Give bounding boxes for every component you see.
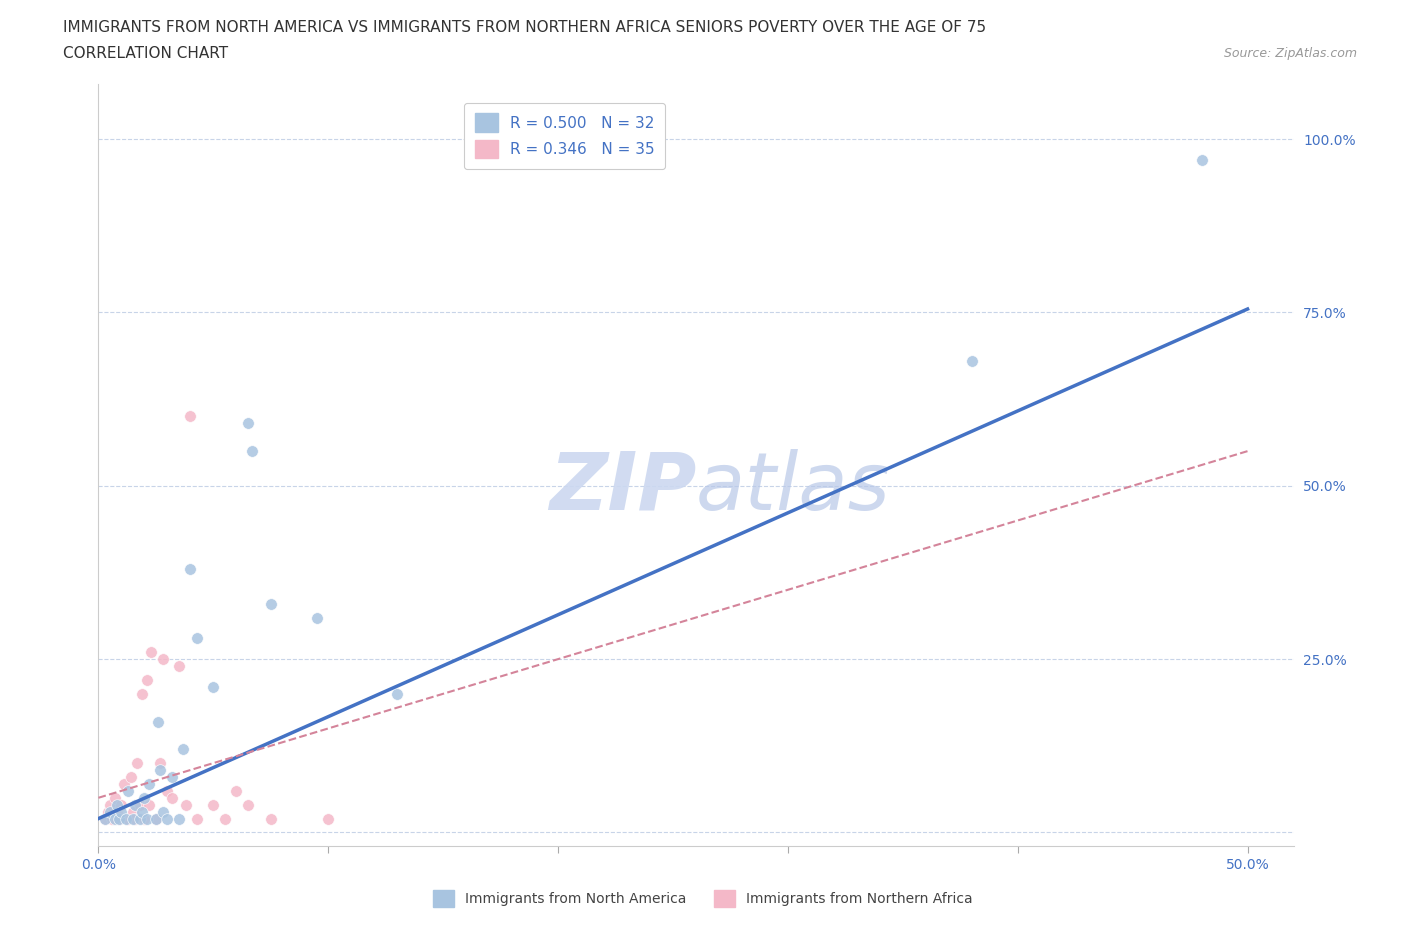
Point [156, 811, 179, 826]
Text: CORRELATION CHART: CORRELATION CHART [63, 46, 228, 61]
Point [138, 777, 160, 791]
Point [94, 811, 117, 826]
Point [105, 804, 128, 819]
Point [94, 811, 117, 826]
Point [236, 797, 259, 812]
Point [103, 790, 125, 805]
Point [960, 353, 983, 368]
Point [145, 811, 167, 826]
Point [103, 811, 125, 826]
Point [135, 811, 157, 826]
Point [305, 610, 328, 625]
Point [202, 680, 225, 695]
Point [156, 783, 179, 798]
Point [128, 811, 150, 826]
Point [110, 797, 132, 812]
Point [152, 652, 174, 667]
Point [134, 811, 156, 826]
Point [110, 804, 132, 819]
Point [120, 769, 142, 784]
Point [186, 631, 208, 645]
Point [101, 811, 124, 826]
Point [236, 416, 259, 431]
Point [260, 596, 283, 611]
Point [214, 811, 236, 826]
Point [242, 444, 264, 458]
Point [98, 804, 121, 819]
Point [117, 783, 139, 798]
Point [179, 562, 201, 577]
Point [1191, 153, 1213, 167]
Text: atlas: atlas [696, 449, 891, 527]
Point [202, 797, 225, 812]
Point [98, 797, 121, 812]
Point [186, 811, 208, 826]
Point [131, 804, 153, 819]
Point [134, 790, 156, 805]
Point [174, 797, 197, 812]
Point [122, 811, 145, 826]
Point [105, 797, 128, 812]
Point [145, 811, 167, 826]
Point [167, 811, 190, 826]
Point [149, 763, 172, 777]
Point [148, 714, 170, 729]
Point [131, 686, 153, 701]
Point [97, 804, 120, 819]
Legend: Immigrants from North America, Immigrants from Northern Africa: Immigrants from North America, Immigrant… [426, 883, 980, 914]
Point [122, 804, 145, 819]
Point [167, 658, 190, 673]
Text: Source: ZipAtlas.com: Source: ZipAtlas.com [1223, 46, 1357, 60]
Point [179, 409, 201, 424]
Point [385, 686, 409, 701]
Legend: R = 0.500   N = 32, R = 0.346   N = 35: R = 0.500 N = 32, R = 0.346 N = 35 [464, 103, 665, 169]
Point [112, 777, 135, 791]
Point [138, 797, 160, 812]
Point [260, 811, 283, 826]
Point [160, 769, 183, 784]
Text: ZIP: ZIP [548, 449, 696, 527]
Point [127, 756, 149, 771]
Point [152, 804, 174, 819]
Point [316, 811, 339, 826]
Point [117, 811, 139, 826]
Point [225, 783, 247, 798]
Point [160, 790, 183, 805]
Point [149, 756, 172, 771]
Point [172, 742, 194, 757]
Point [141, 644, 163, 659]
Point [128, 797, 150, 812]
Text: IMMIGRANTS FROM NORTH AMERICA VS IMMIGRANTS FROM NORTHERN AFRICA SENIORS POVERTY: IMMIGRANTS FROM NORTH AMERICA VS IMMIGRA… [63, 20, 987, 35]
Point [124, 811, 146, 826]
Point [135, 672, 157, 687]
Point [108, 811, 131, 826]
Point [108, 811, 131, 826]
Point [115, 811, 138, 826]
Point [124, 797, 146, 812]
